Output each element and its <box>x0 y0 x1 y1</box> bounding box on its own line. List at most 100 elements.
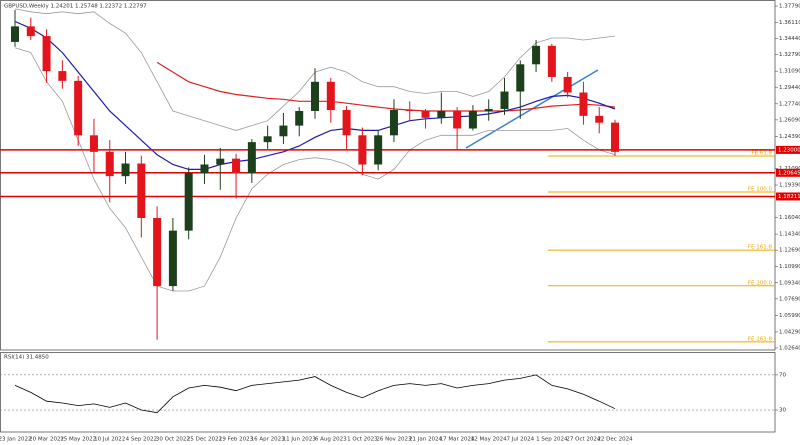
x-tick-label: 10 Jul 2022 <box>94 437 125 443</box>
candle-body <box>611 122 620 152</box>
candle-body <box>311 81 320 111</box>
fib-label: FE 100.0 <box>748 187 773 193</box>
x-tick-label: 11 Jun 2023 <box>283 437 317 443</box>
candle-body <box>405 110 414 112</box>
candle-body <box>389 110 398 136</box>
y-tick-label: 1.16040 <box>779 215 800 221</box>
x-tick-label: 25 Dec 2022 <box>187 437 222 443</box>
x-tick-label: 1 Sep 2024 <box>536 437 568 443</box>
x-tick-label: 20 Mar 2022 <box>29 437 64 443</box>
candle-body <box>247 142 256 174</box>
candle-body <box>358 135 367 165</box>
level-label: 1.20645 <box>778 170 800 176</box>
level-label: 1.18211 <box>778 194 800 200</box>
candle-body <box>263 136 272 143</box>
y-tick-label: 1.34440 <box>779 36 800 42</box>
y-tick-label: 1.10990 <box>779 264 800 270</box>
chart-title: GBPUSD,Weekly 1.24201 1.25748 1.22372 1.… <box>4 4 147 10</box>
x-tick-label: 27 Oct 2024 <box>566 437 601 443</box>
y-tick-label: 1.37790 <box>779 4 800 10</box>
candle-body <box>484 109 493 111</box>
candle-body <box>579 92 588 116</box>
x-tick-label: 23 Jan 2022 <box>0 437 31 443</box>
candle-body <box>326 81 335 111</box>
candle-body <box>279 125 288 137</box>
x-tick-label: 12 May 2024 <box>471 437 507 443</box>
fib-label: FE 200.0 <box>748 280 773 286</box>
candle-body <box>342 110 351 136</box>
indicator-line <box>14 47 616 292</box>
level-tag <box>776 145 800 154</box>
fib-label: FE 161.8 <box>748 245 773 251</box>
y-tick-label: 70 <box>779 372 786 378</box>
indicator-line <box>156 61 616 112</box>
y-tick-label: 1.09340 <box>779 280 800 286</box>
x-tick-label: 21 Jan 2024 <box>409 437 442 443</box>
x-tick-label: 16 Apr 2023 <box>251 437 286 443</box>
level-tag <box>776 168 800 177</box>
x-tick-label: 26 Nov 2023 <box>376 437 412 443</box>
x-tick-label: 15 May 2022 <box>60 437 96 443</box>
indicator-line <box>14 20 616 170</box>
y-tick-label: 1.07690 <box>779 296 800 302</box>
candle-body <box>168 230 177 287</box>
candle-body <box>11 26 19 42</box>
candle-body <box>74 80 83 136</box>
y-tick-label: 1.05990 <box>779 313 800 319</box>
y-tick-label: 1.27740 <box>779 101 800 107</box>
candle-body <box>453 110 462 129</box>
x-tick-label: 19 Feb 2023 <box>219 437 254 443</box>
y-tick-label: 1.32790 <box>779 52 800 58</box>
fib-label: FE 61.8 <box>751 151 772 157</box>
x-tick-label: 1 Oct 2023 <box>347 437 378 443</box>
y-tick-label: 1.19390 <box>779 183 800 189</box>
x-tick-label: 17 Mar 2024 <box>440 437 475 443</box>
y-tick-label: 1.12690 <box>779 248 800 254</box>
candle-body <box>200 164 209 174</box>
candle-body <box>105 151 114 177</box>
y-tick-label: 1.24390 <box>779 134 800 140</box>
x-tick-label: 6 Aug 2023 <box>315 437 347 443</box>
candle-body <box>89 135 98 152</box>
rsi-panel <box>0 352 776 433</box>
y-tick-label: 1.14340 <box>779 232 800 238</box>
x-tick-label: 7 Jul 2024 <box>506 437 534 443</box>
candle-body <box>137 163 146 218</box>
y-tick-label: 30 <box>779 408 786 414</box>
y-tick-label: 1.04290 <box>779 329 800 335</box>
candle-body <box>26 26 35 37</box>
candle-body <box>421 110 430 118</box>
candle-body <box>232 158 241 174</box>
x-tick-label: 4 Sep 2022 <box>126 437 157 443</box>
candle-body <box>516 64 525 92</box>
y-tick-label: 1.36110 <box>779 20 800 26</box>
candle-body <box>58 71 67 81</box>
level-tag <box>776 192 800 201</box>
candle-body <box>500 91 509 110</box>
candle-body <box>437 110 446 118</box>
candle-body <box>153 217 162 287</box>
y-tick-label: 1.02640 <box>779 345 800 351</box>
candle-body <box>184 173 193 231</box>
candle-body <box>216 158 225 165</box>
candle-body <box>595 115 604 123</box>
candle-body <box>468 110 477 129</box>
x-tick-label: 22 Dec 2024 <box>597 437 633 443</box>
candle-body <box>532 45 541 65</box>
level-label: 1.23000 <box>778 147 800 153</box>
candle-body <box>547 45 556 77</box>
y-tick-label: 1.29440 <box>779 85 800 91</box>
candle-body <box>42 36 51 72</box>
rsi-line <box>14 374 616 414</box>
candle-body <box>563 76 572 93</box>
y-tick-label: 1.31090 <box>779 69 800 75</box>
x-tick-label: 30 Oct 2022 <box>156 437 190 443</box>
fib-label: FE 261.8 <box>748 336 773 342</box>
candle-body <box>121 163 130 177</box>
candle-body <box>374 135 383 165</box>
y-tick-label: 1.26090 <box>779 117 800 123</box>
candle-body <box>295 110 304 126</box>
rsi-title: RSI(14) 31.4850 <box>4 355 49 361</box>
